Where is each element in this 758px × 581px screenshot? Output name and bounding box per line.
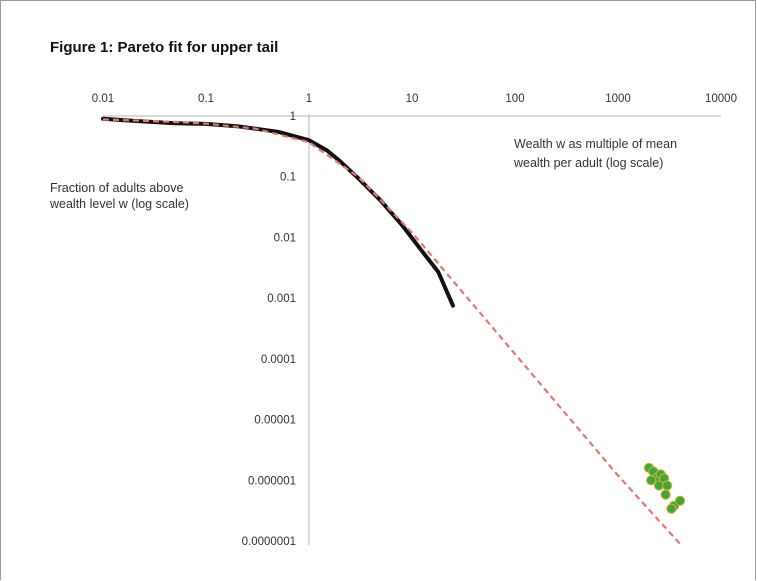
data-point	[661, 480, 673, 491]
pareto-fit-line	[102, 118, 681, 545]
x-tick-label: 10	[406, 93, 419, 105]
data-point	[666, 503, 677, 514]
empirical-wealth-line	[101, 116, 455, 308]
data-point	[646, 475, 657, 486]
x-axis-title: wealth per adult (log scale)	[513, 156, 663, 170]
data-point	[660, 489, 671, 500]
y-axis-title: Fraction of adults above	[50, 181, 183, 195]
y-tick-label: 0.001	[267, 293, 296, 305]
y-tick-label: 0.1	[280, 172, 296, 184]
data-point	[674, 495, 686, 506]
x-tick-label: 10000	[705, 93, 737, 105]
y-tick-label: 1	[290, 111, 296, 123]
y-tick-label: 0.00001	[254, 415, 296, 427]
y-tick-label: 0.01	[274, 232, 296, 244]
x-tick-label: 100	[505, 93, 524, 105]
y-tick-label: 0.0001	[261, 354, 296, 366]
x-tick-label: 0.1	[198, 93, 214, 105]
chart-title: Figure 1: Pareto fit for upper tail	[50, 39, 279, 56]
x-axis-title: Wealth w as multiple of mean	[514, 137, 677, 151]
y-tick-label: 0.0000001	[242, 536, 296, 548]
x-tick-label: 1000	[605, 93, 631, 105]
x-tick-label: 1	[306, 93, 312, 105]
x-tick-label: 0.01	[92, 93, 114, 105]
y-axis-title: wealth level w (log scale)	[49, 197, 189, 211]
y-tick-label: 0.000001	[248, 475, 296, 487]
